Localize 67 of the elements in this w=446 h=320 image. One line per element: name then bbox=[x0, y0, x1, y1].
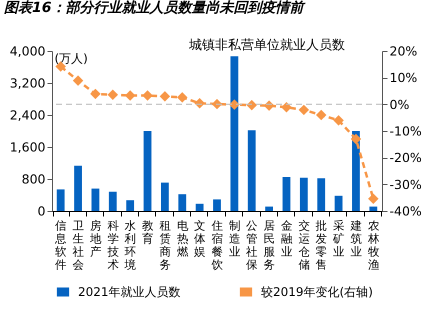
point bbox=[72, 75, 84, 86]
bar bbox=[56, 189, 65, 211]
y-tick-label: 4,000 bbox=[10, 44, 46, 58]
x-tick-label: 房地产 bbox=[88, 218, 102, 258]
x-tick-label: 水利环境 bbox=[124, 218, 137, 272]
y2-tick-label: 10% bbox=[390, 70, 418, 86]
bar bbox=[282, 177, 290, 211]
point bbox=[316, 110, 326, 120]
y-tick-label: 2,400 bbox=[10, 108, 46, 122]
y-tick-label: 800 bbox=[22, 172, 46, 186]
y2-tick-label: -20% bbox=[390, 150, 422, 166]
x-tick-label: 卫生社会 bbox=[72, 218, 85, 272]
x-tick-label: 金融业 bbox=[280, 218, 293, 258]
point bbox=[108, 89, 118, 100]
x-tick-label: 农林牧渔 bbox=[366, 218, 380, 272]
y-tick-label: 3,200 bbox=[10, 76, 46, 90]
y2-tick-label: -30% bbox=[390, 176, 422, 192]
point bbox=[90, 88, 101, 100]
x-tick-label: 电热燃 bbox=[176, 218, 189, 258]
point bbox=[124, 90, 136, 101]
bar bbox=[74, 166, 82, 211]
chart-title: 图表16：部分行业就业人员数量尚未回到疫情前 bbox=[4, 0, 306, 16]
bar bbox=[196, 204, 204, 211]
point bbox=[281, 102, 292, 113]
x-tick-label: 制造业 bbox=[228, 218, 241, 258]
x-tick-label: 信息软件 bbox=[54, 218, 68, 272]
y2-tick-label: 0% bbox=[390, 96, 410, 112]
x-tick-label: 公管社保 bbox=[246, 218, 258, 272]
bar bbox=[317, 178, 326, 211]
y-tick-label: 0 bbox=[38, 204, 46, 218]
bar bbox=[300, 178, 308, 211]
x-tick-label: 科学技术 bbox=[106, 218, 120, 272]
x-tick-label: 采矿业 bbox=[332, 218, 346, 258]
point bbox=[160, 91, 170, 102]
x-tick-label: 租赁商务 bbox=[159, 218, 172, 272]
bar bbox=[178, 194, 186, 211]
bar bbox=[160, 182, 169, 211]
point bbox=[333, 115, 344, 126]
point bbox=[177, 92, 188, 103]
point bbox=[350, 134, 362, 144]
bar bbox=[248, 130, 256, 211]
y2-tick-label: -40% bbox=[390, 204, 422, 218]
y2-tick-label: 20% bbox=[390, 44, 418, 58]
point bbox=[142, 90, 153, 101]
bar bbox=[92, 188, 100, 211]
bar bbox=[108, 192, 117, 211]
bar bbox=[126, 200, 134, 211]
legend-label: 2021年就业人员数 bbox=[78, 285, 181, 299]
bar bbox=[265, 206, 274, 211]
x-tick-label: 教育 bbox=[142, 218, 154, 246]
bar bbox=[334, 196, 342, 211]
bar bbox=[230, 56, 238, 211]
x-tick-label: 建筑业 bbox=[349, 218, 362, 258]
bar bbox=[369, 206, 378, 211]
y-tick-label: 1,600 bbox=[10, 140, 46, 154]
x-tick-label: 交运仓储 bbox=[298, 218, 310, 272]
x-tick-label: 批发零售 bbox=[316, 218, 328, 272]
bar bbox=[144, 131, 152, 211]
y2-tick-label: -10% bbox=[390, 124, 422, 138]
point bbox=[298, 104, 310, 116]
x-tick-label: 居民服务 bbox=[264, 218, 276, 272]
bar bbox=[213, 199, 221, 211]
point bbox=[368, 193, 379, 204]
chart-subtitle: 城镇非私营单位就业人员数 bbox=[188, 38, 345, 53]
x-tick-label: 住宿餐饮 bbox=[210, 218, 224, 272]
x-tick-label: 文体娱 bbox=[194, 218, 206, 258]
legend-label: 较2019年变化(右轴) bbox=[261, 285, 373, 299]
